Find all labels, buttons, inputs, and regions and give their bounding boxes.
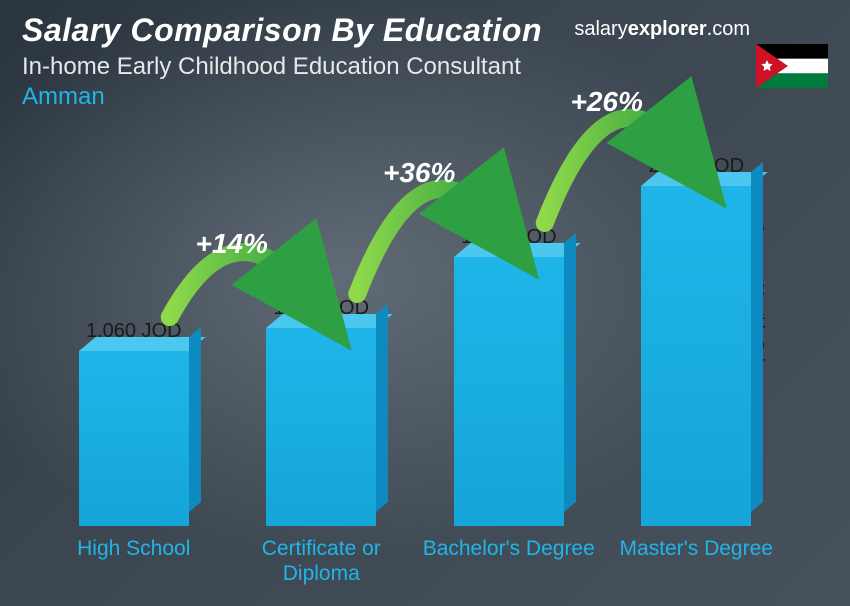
bar-top-face — [266, 314, 393, 328]
growth-arc-label: +26% — [571, 86, 643, 118]
bar-top-face — [641, 172, 768, 186]
bar — [454, 257, 564, 526]
bar — [641, 186, 751, 526]
bar-label: Master's Degree — [606, 536, 786, 561]
brand-suffix: .com — [707, 18, 750, 40]
bar-label: High School — [44, 536, 224, 561]
bar-side-face — [751, 162, 763, 512]
chart-area: 1,060 JOD High School 1,200 JOD Certific… — [40, 126, 790, 586]
bar-label: Bachelor's Degree — [419, 536, 599, 561]
chart-location: Amman — [22, 83, 828, 111]
brand-logo: salaryexplorer.com — [574, 18, 750, 41]
bar-side-face — [376, 304, 388, 512]
bar — [79, 351, 189, 526]
bar-top-face — [79, 337, 206, 351]
flag-icon — [756, 44, 828, 88]
bar-side-face — [189, 327, 201, 512]
bar-group: 1,630 JOD Bachelor's Degree — [424, 226, 594, 526]
chart-subtitle: In-home Early Childhood Education Consul… — [22, 53, 828, 81]
bar-front-face — [454, 257, 564, 526]
bar-group: 1,200 JOD Certificate or Diploma — [236, 297, 406, 526]
bar — [266, 328, 376, 526]
bar-front-face — [266, 328, 376, 526]
bar-top-face — [454, 243, 581, 257]
growth-arc-label: +36% — [383, 157, 455, 189]
bar-side-face — [564, 233, 576, 512]
bar-label: Certificate or Diploma — [231, 536, 411, 586]
bar-group: 2,060 JOD Master's Degree — [611, 155, 781, 526]
growth-arc-label: +14% — [196, 228, 268, 260]
bar-front-face — [641, 186, 751, 526]
bar-front-face — [79, 351, 189, 526]
brand-prefix: salary — [574, 18, 627, 40]
bar-group: 1,060 JOD High School — [49, 320, 219, 526]
brand-bold: explorer — [628, 18, 707, 40]
